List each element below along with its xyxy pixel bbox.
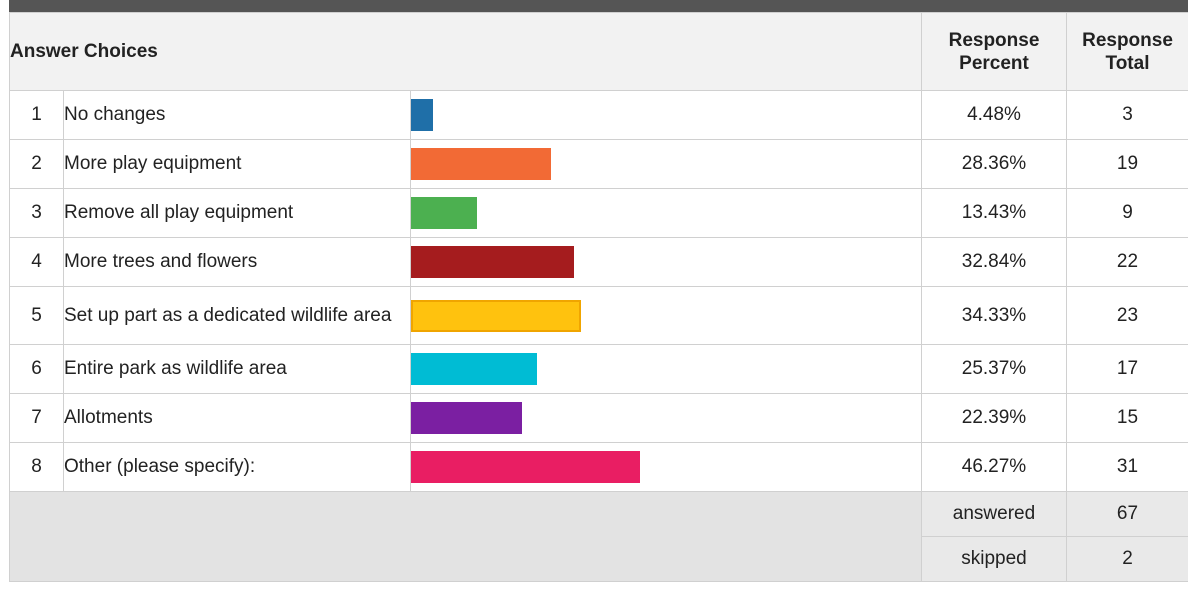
response-bar bbox=[411, 451, 640, 483]
answer-choices-header: Answer Choices bbox=[9, 12, 922, 91]
response-total: 17 bbox=[1066, 344, 1188, 394]
response-total: 22 bbox=[1066, 237, 1188, 287]
response-percent-header: Response Percent bbox=[921, 12, 1067, 91]
response-total: 23 bbox=[1066, 286, 1188, 345]
row-number: 5 bbox=[9, 286, 64, 345]
table-row: 1 No changes 4.48% 3 bbox=[9, 90, 1188, 140]
response-bar bbox=[411, 99, 433, 131]
answer-label: Allotments bbox=[63, 393, 411, 443]
row-number: 4 bbox=[9, 237, 64, 287]
response-total-header-line1: Response bbox=[1082, 29, 1173, 51]
response-percent: 22.39% bbox=[921, 393, 1067, 443]
table-row: 7 Allotments 22.39% 15 bbox=[9, 393, 1188, 443]
response-percent: 25.37% bbox=[921, 344, 1067, 394]
row-number: 6 bbox=[9, 344, 64, 394]
response-percent: 46.27% bbox=[921, 442, 1067, 492]
response-bar bbox=[411, 148, 551, 180]
row-number: 3 bbox=[9, 188, 64, 238]
answer-label: More play equipment bbox=[63, 139, 411, 189]
footer-blank bbox=[9, 491, 922, 582]
response-percent: 28.36% bbox=[921, 139, 1067, 189]
bar-cell bbox=[410, 188, 922, 238]
answered-value: 67 bbox=[1066, 491, 1188, 537]
answer-label: Other (please specify): bbox=[63, 442, 411, 492]
response-total-header-line2: Total bbox=[1105, 52, 1150, 74]
response-percent-header-line1: Response bbox=[948, 29, 1040, 51]
bar-cell bbox=[410, 139, 922, 189]
bar-cell bbox=[410, 344, 922, 394]
response-percent: 32.84% bbox=[921, 237, 1067, 287]
response-percent-header-line2: Percent bbox=[959, 52, 1029, 74]
row-number: 8 bbox=[9, 442, 64, 492]
response-total: 19 bbox=[1066, 139, 1188, 189]
answer-label: Set up part as a dedicated wildlife area bbox=[63, 286, 411, 345]
response-bar bbox=[411, 299, 581, 332]
table-row: 8 Other (please specify): 46.27% 31 bbox=[9, 442, 1188, 492]
answered-label: answered bbox=[921, 491, 1067, 537]
table-row: 6 Entire park as wildlife area 25.37% 17 bbox=[9, 344, 1188, 394]
answer-label: Entire park as wildlife area bbox=[63, 344, 411, 394]
response-bar bbox=[411, 353, 537, 385]
survey-results-table: Answer Choices Response Percent Response… bbox=[9, 12, 1188, 582]
response-total: 9 bbox=[1066, 188, 1188, 238]
top-bar bbox=[9, 0, 1188, 12]
response-percent: 4.48% bbox=[921, 90, 1067, 140]
bar-cell bbox=[410, 393, 922, 443]
response-total: 3 bbox=[1066, 90, 1188, 140]
answer-label: Remove all play equipment bbox=[63, 188, 411, 238]
rows-body: 1 No changes 4.48% 3 2 More play equipment 28.… bbox=[9, 90, 1188, 492]
table-row: 5 Set up part as a dedicated wildlife are… bbox=[9, 286, 1188, 345]
skipped-label: skipped bbox=[921, 536, 1067, 582]
response-bar bbox=[411, 246, 574, 278]
table-row: 3 Remove all play equipment 13.43% 9 bbox=[9, 188, 1188, 238]
bar-cell bbox=[410, 237, 922, 287]
response-total: 15 bbox=[1066, 393, 1188, 443]
answer-label: More trees and flowers bbox=[63, 237, 411, 287]
bar-cell bbox=[410, 90, 922, 140]
table-row: 2 More play equipment 28.36% 19 bbox=[9, 139, 1188, 189]
bar-cell bbox=[410, 442, 922, 492]
response-total: 31 bbox=[1066, 442, 1188, 492]
response-total-header: Response Total bbox=[1066, 12, 1188, 91]
response-bar bbox=[411, 197, 477, 229]
row-number: 7 bbox=[9, 393, 64, 443]
row-number: 1 bbox=[9, 90, 64, 140]
table-row: 4 More trees and flowers 32.84% 22 bbox=[9, 237, 1188, 287]
response-percent: 34.33% bbox=[921, 286, 1067, 345]
answer-label: No changes bbox=[63, 90, 411, 140]
answered-row: answered 67 bbox=[9, 491, 1188, 582]
skipped-value: 2 bbox=[1066, 536, 1188, 582]
header-row: Answer Choices Response Percent Response… bbox=[9, 12, 1188, 91]
row-number: 2 bbox=[9, 139, 64, 189]
response-percent: 13.43% bbox=[921, 188, 1067, 238]
response-bar bbox=[411, 402, 522, 434]
bar-cell bbox=[410, 286, 922, 345]
